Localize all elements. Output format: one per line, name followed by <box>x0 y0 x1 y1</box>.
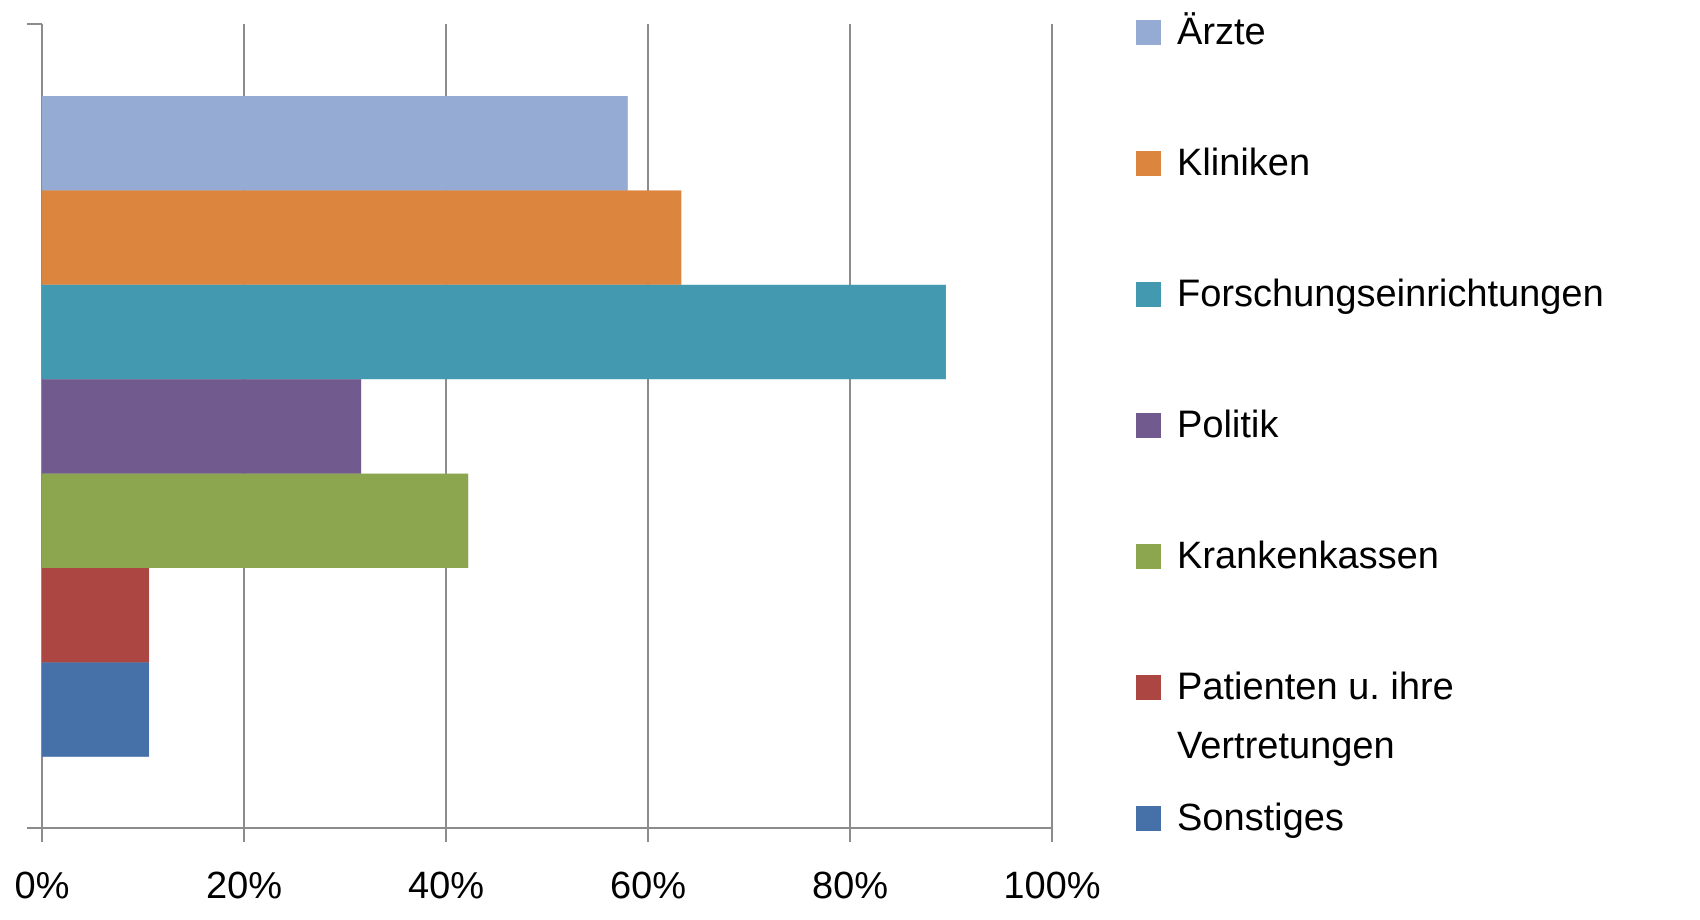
legend-label: Politik <box>1177 403 1279 446</box>
x-tick-label: 0% <box>15 865 70 907</box>
bar <box>42 473 469 568</box>
legend-label: Kliniken <box>1177 141 1311 184</box>
legend-swatch <box>1136 151 1161 176</box>
legend-label: Sonstiges <box>1177 796 1344 839</box>
legend-label: Forschungseinrichtungen <box>1177 272 1604 315</box>
x-tick-label: 80% <box>812 865 888 907</box>
legend-swatch <box>1136 544 1161 569</box>
legend-label: Krankenkassen <box>1177 534 1439 577</box>
bar <box>42 284 946 380</box>
legend-label: Patienten u. ihre Vertretungen <box>1177 665 1454 767</box>
legend-label: Ärzte <box>1177 10 1266 53</box>
legend-swatch <box>1136 413 1161 438</box>
x-tick-label: 40% <box>408 865 484 907</box>
legend-swatch <box>1136 806 1161 831</box>
legend-swatch <box>1136 675 1161 700</box>
x-tick-label: 100% <box>1003 865 1100 907</box>
bar <box>42 662 150 757</box>
x-tick-label: 20% <box>206 865 282 907</box>
bar <box>42 190 682 285</box>
bar <box>42 379 362 474</box>
bar <box>42 568 150 663</box>
legend-swatch <box>1136 282 1161 307</box>
x-tick-label: 60% <box>610 865 686 907</box>
legend-swatch <box>1136 20 1161 45</box>
bar <box>42 96 628 191</box>
